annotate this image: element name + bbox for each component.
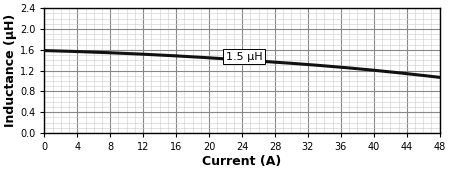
X-axis label: Current (A): Current (A) bbox=[202, 155, 282, 168]
Text: 1.5 μH: 1.5 μH bbox=[225, 52, 262, 62]
Y-axis label: Inductance (μH): Inductance (μH) bbox=[4, 14, 17, 127]
